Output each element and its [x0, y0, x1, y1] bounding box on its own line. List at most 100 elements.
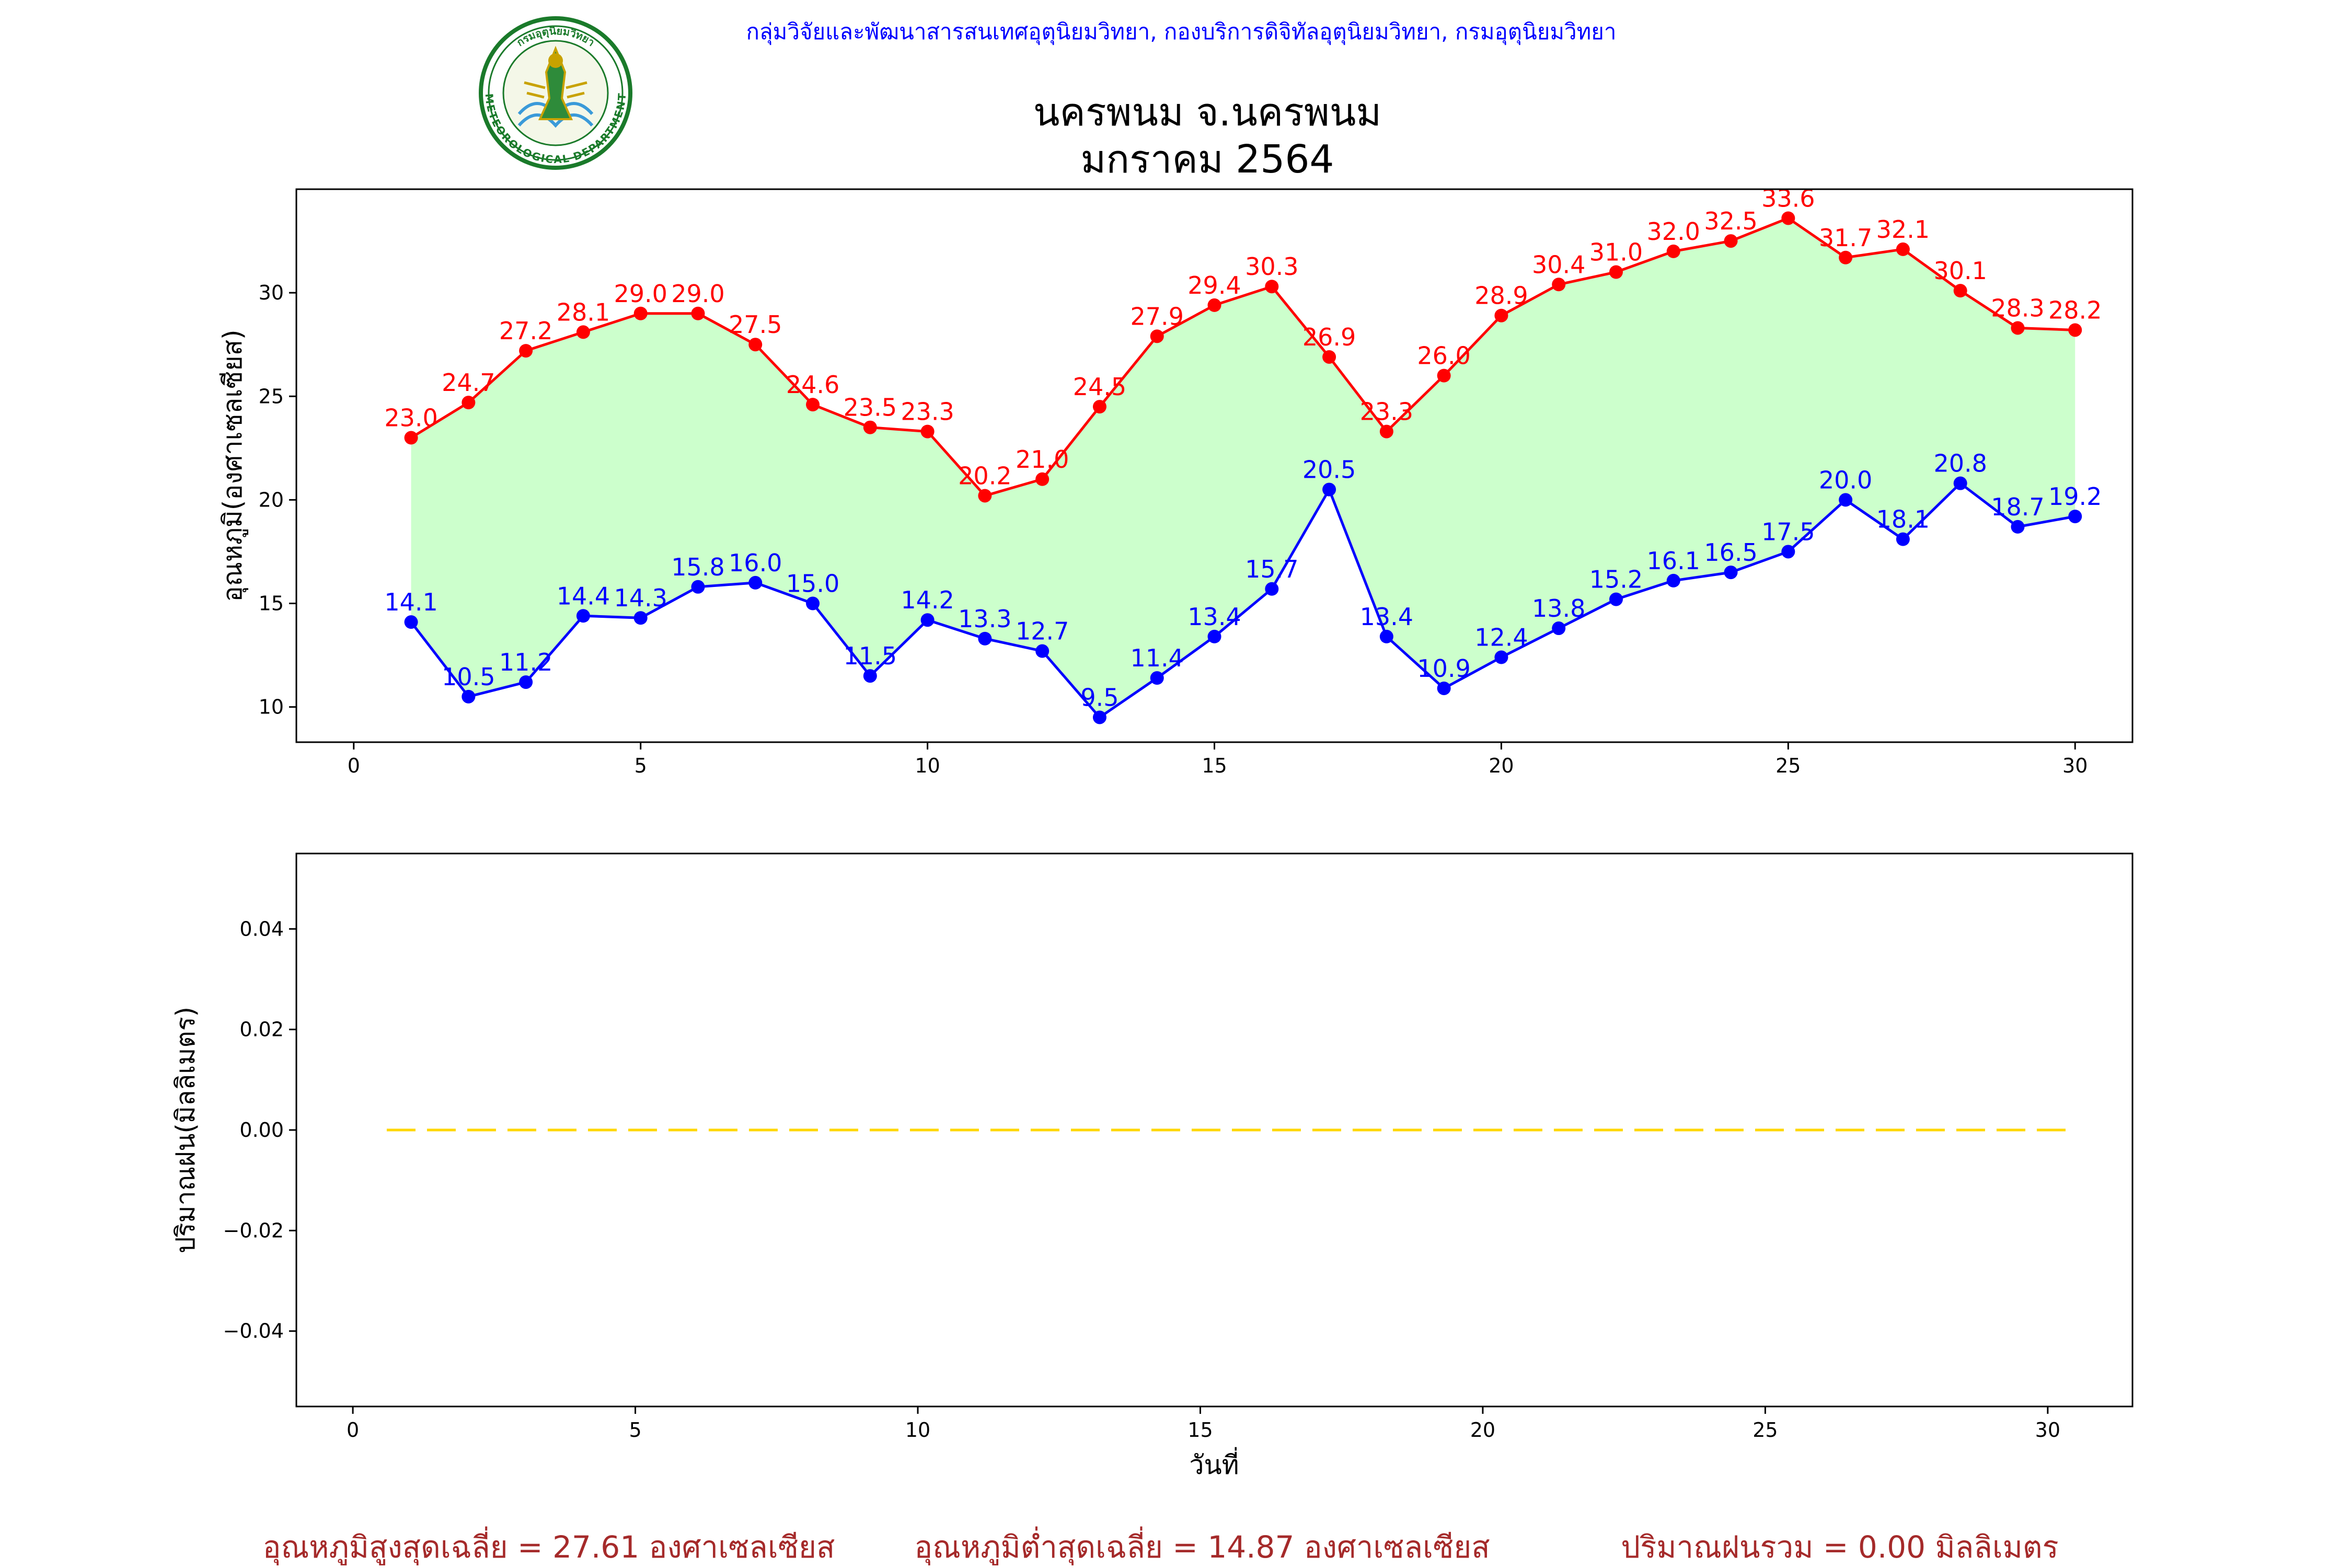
temperature-labels-layer: 23.024.727.228.129.0 29.027.524.623.5 23.3…: [384, 184, 2102, 711]
min-data-label: 11.5: [844, 642, 897, 670]
max-data-label: 28.3: [1991, 294, 2044, 322]
x-tick-label: 5: [635, 754, 647, 777]
min-point: [1035, 644, 1050, 658]
min-data-label: 16.0: [729, 549, 782, 577]
temperature-range-fill: [411, 218, 2076, 718]
x-tick-label: 25: [1775, 754, 1801, 777]
max-data-label: 24.6: [786, 371, 839, 399]
max-point: [1092, 400, 1106, 414]
max-series-line: [410, 216, 2076, 497]
min-data-label: 15.8: [671, 553, 724, 581]
footer-avg-min: อุณหภูมิต่ำสุดเฉลี่ย = 14.87 องศาเซลเซีย…: [914, 1526, 1490, 1566]
x-tick-label: 30: [2062, 754, 2088, 777]
max-data-label: 23.5: [844, 394, 897, 422]
min-point: [1666, 573, 1680, 587]
min-data-label: 18.1: [1876, 505, 1930, 534]
max-data-label: 29.0: [671, 280, 724, 308]
x-tick-label: 10: [905, 1419, 930, 1442]
min-point: [1552, 621, 1566, 636]
max-data-label: 29.0: [614, 280, 667, 308]
x-tick-label: 10: [915, 754, 940, 777]
chart-title-line2: มกราคม 2564: [1080, 137, 1334, 182]
max-data-label: 30.1: [1933, 257, 1987, 285]
y-tick-label: 30: [259, 281, 284, 304]
max-point: [462, 396, 476, 410]
y-tick-label: −0.02: [223, 1219, 284, 1242]
header-credit: กลุ่มวิจัยและพัฒนาสารสนเทศอุตุนิยมวิทยา,…: [746, 19, 1616, 45]
min-point: [2011, 520, 2025, 534]
min-point: [1092, 710, 1106, 724]
min-point: [920, 613, 935, 627]
min-data-label: 15.0: [786, 570, 839, 598]
min-data-label: 12.4: [1474, 624, 1528, 652]
min-data-label: 11.2: [499, 648, 552, 676]
min-point: [748, 575, 763, 590]
min-data-label: 20.0: [1819, 466, 1872, 494]
max-point: [2068, 323, 2082, 337]
max-data-label: 27.9: [1131, 302, 1184, 330]
rainfall-x-axis: 0 5 10 15 20 25 30: [347, 1406, 2060, 1442]
min-point: [691, 580, 705, 594]
min-data-label: 18.7: [1991, 493, 2044, 521]
min-point: [1839, 493, 1853, 507]
min-data-label: 13.4: [1360, 603, 1413, 631]
min-point: [1724, 566, 1738, 580]
max-data-label: 32.1: [1876, 215, 1930, 244]
temperature-fill-layer: [411, 218, 2076, 718]
max-data-label: 30.3: [1245, 252, 1298, 281]
footer-avg-max: อุณหภูมิสูงสุดเฉลี่ย = 27.61 องศาเซลเซีย…: [263, 1526, 835, 1566]
max-point: [978, 489, 992, 503]
max-point: [576, 325, 590, 339]
temperature-x-axis: 0 5 10 15 20 25 30: [348, 742, 2088, 777]
max-point: [1379, 424, 1393, 439]
y-tick-label: 20: [259, 488, 284, 511]
max-point: [1609, 265, 1623, 279]
min-data-label: 13.8: [1532, 594, 1585, 622]
min-data-label: 10.5: [442, 663, 495, 691]
min-point: [1150, 671, 1164, 685]
min-point: [1953, 476, 1967, 490]
temperature-lines-layer: [410, 216, 2076, 719]
max-point: [1552, 278, 1566, 292]
min-point: [1437, 681, 1451, 695]
rainfall-y-axis-label: ปริมาณฝน(มิลลิเมตร): [170, 1007, 201, 1253]
min-point: [519, 675, 533, 689]
temperature-points-layer: [404, 211, 2082, 724]
max-data-label: 27.2: [499, 317, 552, 345]
max-point: [1437, 368, 1451, 383]
min-point: [1265, 582, 1279, 596]
min-data-label: 12.7: [1016, 617, 1069, 645]
min-data-label: 20.5: [1302, 456, 1356, 484]
max-point: [1724, 234, 1738, 248]
max-point: [1839, 250, 1853, 264]
x-tick-label: 0: [348, 754, 360, 777]
max-point: [920, 424, 935, 439]
y-tick-label: 0.04: [239, 917, 284, 940]
max-data-label: 31.0: [1589, 238, 1643, 267]
y-tick-label: 15: [259, 592, 284, 615]
min-point: [462, 689, 476, 704]
min-data-label: 15.2: [1589, 566, 1643, 594]
temperature-panel: 23.024.727.228.129.0 29.027.524.623.5 23.3…: [217, 184, 2134, 777]
max-point: [1494, 308, 1508, 322]
max-point: [691, 306, 705, 320]
min-data-label: 10.9: [1417, 654, 1470, 683]
max-point: [1150, 329, 1164, 343]
max-point: [748, 338, 763, 352]
max-point: [2011, 321, 2025, 335]
min-point: [1379, 629, 1393, 643]
max-data-label: 29.4: [1187, 271, 1241, 299]
max-point: [519, 344, 533, 358]
min-point: [1896, 532, 1910, 546]
max-point: [1666, 244, 1680, 258]
min-point: [863, 669, 877, 683]
y-tick-label: 10: [259, 696, 284, 719]
max-point: [1322, 350, 1336, 364]
rainfall-x-axis-label: วันที่: [1189, 1447, 1239, 1480]
min-series-line: [410, 482, 2076, 719]
max-data-label: 26.9: [1302, 323, 1356, 351]
min-data-label: 16.1: [1647, 547, 1700, 575]
min-point: [2068, 510, 2082, 524]
min-point: [1609, 592, 1623, 606]
